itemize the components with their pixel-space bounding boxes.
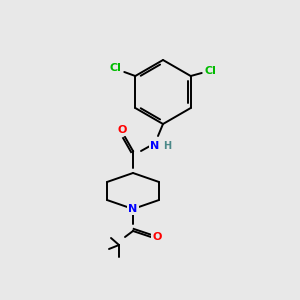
Text: Cl: Cl xyxy=(109,63,121,73)
Text: N: N xyxy=(150,141,160,151)
Text: N: N xyxy=(128,204,138,214)
Text: Cl: Cl xyxy=(205,66,217,76)
Text: O: O xyxy=(117,125,127,135)
Text: H: H xyxy=(163,141,171,151)
Text: O: O xyxy=(152,232,162,242)
